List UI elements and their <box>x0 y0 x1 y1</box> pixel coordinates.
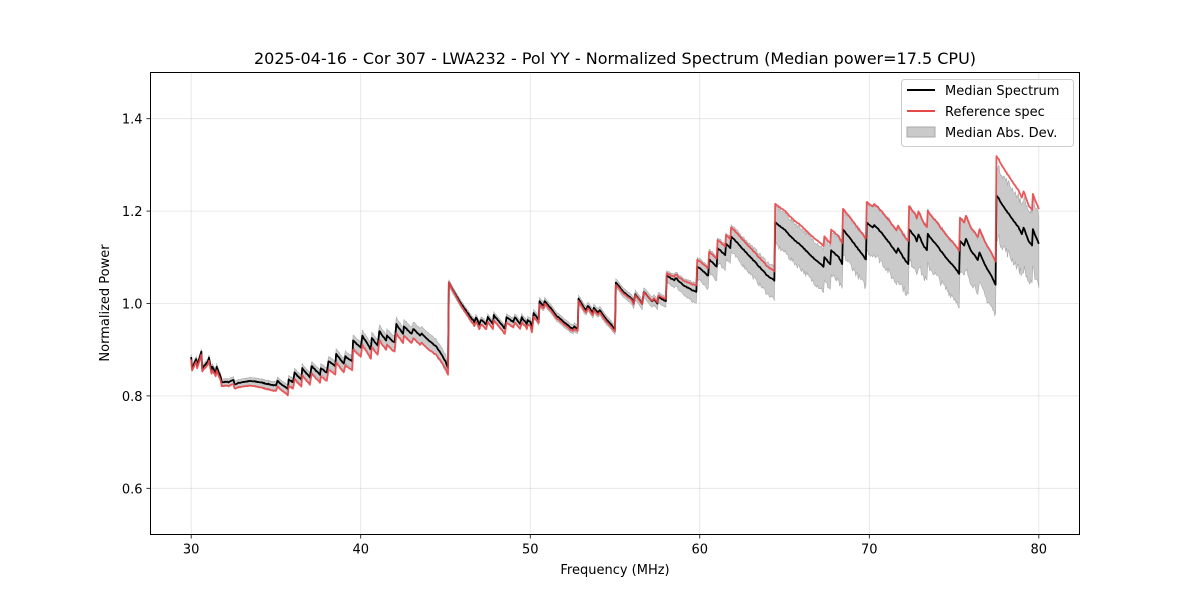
x-tick-label: 30 <box>183 543 200 558</box>
x-axis-label: Frequency (MHz) <box>560 563 669 578</box>
legend-label-reference: Reference spec <box>945 105 1045 120</box>
y-tick-label: 1.2 <box>122 205 143 220</box>
x-tick-label: 80 <box>1031 543 1048 558</box>
legend-box <box>901 79 1074 147</box>
y-tick-label: 1.4 <box>122 113 143 128</box>
plot-content <box>190 155 1040 397</box>
legend-label-median: Median Spectrum <box>945 84 1059 99</box>
y-tick-label: 0.6 <box>122 482 143 497</box>
y-axis: 0.6 0.8 1.0 1.2 1.4 <box>122 113 151 497</box>
x-tick-label: 40 <box>352 543 369 558</box>
x-tick-label: 50 <box>522 543 539 558</box>
x-tick-label: 70 <box>861 543 878 558</box>
legend: Median Spectrum Reference spec Median Ab… <box>901 79 1074 147</box>
y-axis-label: Normalized Power <box>98 244 113 362</box>
x-tick-label: 60 <box>691 543 708 558</box>
x-axis: 30 40 50 60 70 80 <box>183 534 1048 558</box>
legend-swatch-mad <box>906 126 936 138</box>
legend-label-mad: Median Abs. Dev. <box>945 126 1057 141</box>
chart-title: 2025-04-16 - Cor 307 - LWA232 - Pol YY -… <box>254 49 976 68</box>
y-tick-label: 1.0 <box>122 298 143 313</box>
y-tick-label: 0.8 <box>122 390 143 405</box>
series-reference-spec <box>190 155 1040 397</box>
